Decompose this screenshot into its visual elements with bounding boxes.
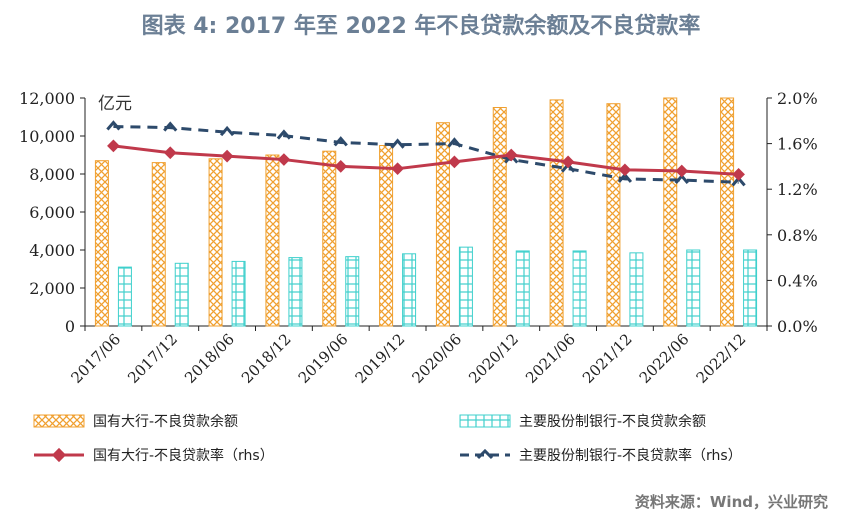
x-tick-label: 2018/12 (238, 330, 295, 387)
line-big-banks-npl-ratio (113, 144, 739, 176)
marker-joint-banks-npl-ratio (447, 137, 462, 148)
legend-label-joint-line: 主要股份制银行-不良贷款率（rhs） (519, 447, 742, 464)
y-tick-label-left: 4,000 (29, 241, 75, 260)
x-tick-label: 2020/06 (408, 330, 465, 387)
marker-big-banks-npl-ratio (277, 153, 291, 166)
bar-joint-banks (117, 266, 132, 327)
line-joint-banks-npl-ratio (113, 125, 739, 184)
x-tick-label: 2017/12 (124, 330, 181, 387)
legend-item-joint-bar: 主要股份制银行-不良贷款余额 (459, 413, 706, 430)
y-tick-label-right: 0.8% (777, 226, 818, 245)
bar-big-banks (492, 107, 507, 327)
marker-big-banks-npl-ratio (732, 168, 745, 181)
bars-group (94, 97, 758, 327)
y-tick-label-left: 6,000 (29, 203, 75, 222)
marker-joint-banks-npl-ratio (333, 136, 348, 147)
x-tick-label: 2018/06 (181, 330, 238, 387)
ticks-group: 0 2,000 4,000 6,000 8,000 10,000 12,000 0.0% 0.4… (19, 89, 818, 387)
y-axis-unit-label: 亿元 (98, 94, 132, 114)
bar-big-banks (435, 122, 450, 327)
marker-big-banks-npl-ratio (163, 146, 177, 160)
legend-label-big-line: 国有大行-不良贷款率（rhs） (93, 447, 274, 464)
legend-marker-big-line (51, 447, 67, 463)
marker-big-banks-npl-ratio (561, 155, 575, 169)
bar-joint-banks (515, 250, 530, 327)
x-tick-label: 2020/12 (465, 330, 522, 387)
bar-big-banks (379, 145, 394, 327)
x-tick-label: 2019/06 (295, 330, 352, 387)
y-tick-label-left: 12,000 (19, 89, 75, 108)
x-tick-label: 2019/12 (352, 330, 409, 387)
bar-joint-banks (231, 260, 246, 327)
legend-label-big-bar: 国有大行-不良贷款余额 (93, 413, 238, 430)
bar-big-banks (606, 103, 621, 327)
marker-joint-banks-npl-ratio (390, 138, 405, 149)
bar-joint-banks (345, 256, 360, 327)
x-tick-label: 2022/12 (693, 330, 750, 387)
marker-big-banks-npl-ratio (107, 139, 120, 153)
bar-joint-banks (174, 262, 189, 327)
bar-big-banks (322, 150, 337, 327)
y-tick-label-left: 2,000 (29, 279, 75, 298)
y-tick-label-right: 0.0% (777, 317, 818, 336)
bar-joint-banks (402, 253, 417, 327)
x-tick-label: 2021/06 (522, 330, 579, 387)
bar-big-banks (265, 154, 280, 327)
marker-big-banks-npl-ratio (448, 155, 461, 169)
chart-title: 图表 4: 2017 年至 2022 年不良贷款余额及不良贷款率 (142, 13, 701, 39)
x-tick-label: 2022/06 (636, 330, 693, 387)
legend-marker-joint-line (476, 448, 494, 460)
lines-group (106, 120, 746, 187)
bar-joint-banks (288, 257, 303, 327)
x-tick-label: 2021/12 (579, 330, 636, 387)
marker-joint-banks-npl-ratio (219, 125, 235, 137)
marker-big-banks-npl-ratio (220, 149, 234, 163)
marker-big-banks-npl-ratio (618, 163, 632, 177)
y-tick-label-right: 2.0% (777, 89, 818, 108)
marker-big-banks-npl-ratio (675, 164, 689, 178)
y-tick-label-right: 0.4% (777, 271, 818, 290)
marker-joint-banks-npl-ratio (163, 121, 178, 132)
legend-swatch-joint-bar (459, 414, 511, 428)
source-note: 资料来源：Wind，兴业研究 (635, 493, 828, 511)
y-tick-label-right: 1.2% (777, 180, 818, 199)
y-tick-label-left: 8,000 (29, 165, 75, 184)
legend: 国有大行-不良贷款余额 主要股份制银行-不良贷款余额 国有大行-不良贷款率（rh… (33, 413, 742, 464)
legend-swatch-big-bar (33, 414, 85, 428)
bar-big-banks (208, 158, 223, 327)
legend-item-joint-line: 主要股份制银行-不良贷款率（rhs） (460, 447, 742, 464)
x-tick-label: 2017/06 (67, 330, 124, 387)
legend-label-joint-bar: 主要股份制银行-不良贷款余额 (519, 413, 706, 430)
bar-joint-banks (743, 249, 758, 327)
bar-big-banks (663, 97, 678, 327)
marker-joint-banks-npl-ratio (106, 120, 121, 131)
bar-big-banks (151, 162, 166, 327)
legend-item-big-bar: 国有大行-不良贷款余额 (33, 413, 238, 430)
bar-big-banks (94, 160, 109, 327)
bar-joint-banks (629, 252, 644, 327)
y-tick-label-right: 1.6% (777, 135, 818, 154)
marker-big-banks-npl-ratio (391, 162, 404, 176)
y-tick-label-left: 0 (65, 317, 75, 336)
bar-joint-banks (572, 250, 587, 327)
legend-item-big-line: 国有大行-不良贷款率（rhs） (34, 447, 274, 464)
bar-joint-banks (458, 246, 473, 327)
bar-big-banks (549, 99, 564, 327)
y-tick-label-left: 10,000 (19, 127, 75, 146)
marker-joint-banks-npl-ratio (276, 129, 292, 140)
bar-joint-banks (686, 249, 701, 327)
bar-big-banks (720, 97, 735, 327)
marker-big-banks-npl-ratio (334, 160, 348, 173)
